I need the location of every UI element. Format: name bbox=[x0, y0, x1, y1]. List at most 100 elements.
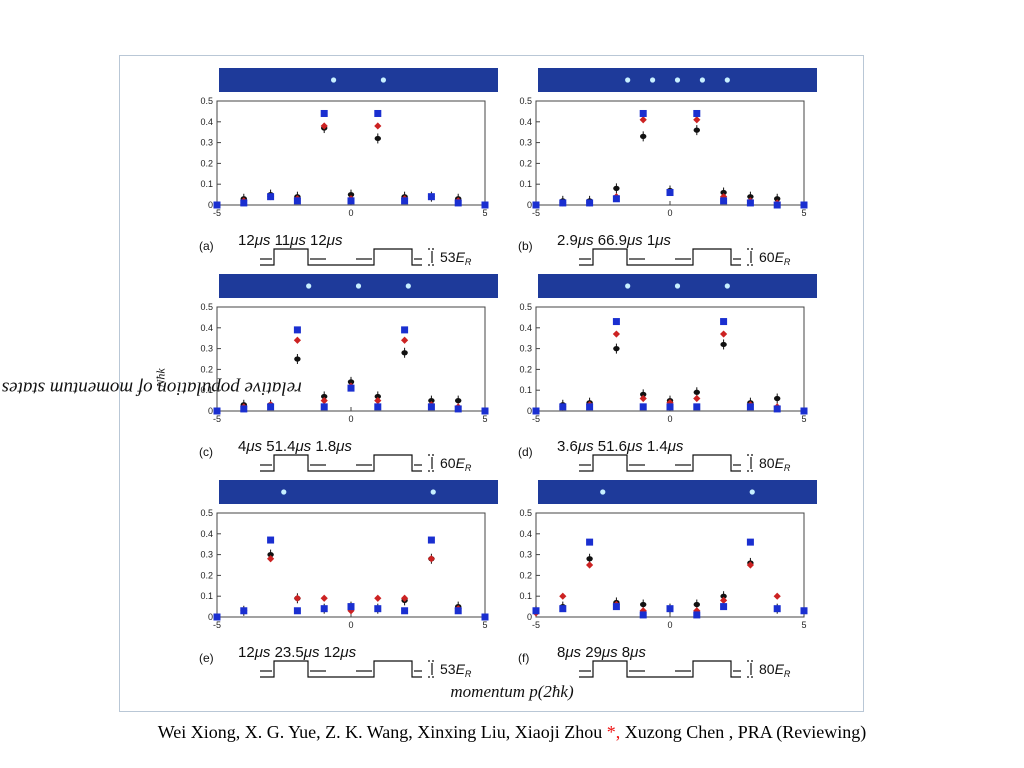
y-tick-label: 0.5 bbox=[200, 508, 213, 518]
data-point-circle bbox=[693, 127, 700, 133]
data-point-circle bbox=[428, 398, 435, 404]
absorption-spot bbox=[281, 489, 287, 495]
pulse-duration-2: 1.8 bbox=[311, 438, 336, 455]
pulse-waveform bbox=[579, 660, 741, 678]
pulse-diagram bbox=[260, 660, 436, 678]
data-point-square bbox=[240, 607, 248, 615]
pulse-waveform bbox=[260, 660, 422, 678]
data-point-diamond bbox=[374, 397, 382, 405]
absorption-spot bbox=[649, 77, 656, 83]
energy-unit: E bbox=[456, 249, 466, 265]
panel-label: (e) bbox=[199, 651, 214, 665]
y-tick-label: 0.2 bbox=[200, 158, 213, 168]
footer-authors: Wei Xiong, X. G. Yue, Z. K. Wang, Xinxin… bbox=[157, 722, 607, 742]
data-point-square bbox=[374, 109, 382, 117]
panel-label: (a) bbox=[199, 239, 214, 253]
data-point-square bbox=[267, 193, 275, 201]
y-tick-label: 0.4 bbox=[519, 529, 532, 539]
panel-svg: 00.10.20.30.40.5-5 0 5(d) 3.6μs 51.6μs 1.4μ… bbox=[518, 274, 817, 473]
y-tick-label: 0.4 bbox=[519, 117, 532, 127]
plot-area bbox=[535, 306, 805, 412]
data-point-diamond bbox=[293, 336, 301, 344]
energy-unit-subscript: R bbox=[784, 669, 791, 679]
absorption-spot bbox=[625, 77, 631, 83]
data-point-square bbox=[746, 403, 754, 411]
pulse-timing-label: 3.6μs 51.6μs 1.4μs bbox=[557, 438, 684, 455]
panel-label: (b) bbox=[518, 239, 533, 253]
y-tick-label: 0.2 bbox=[200, 364, 213, 374]
data-point-diamond bbox=[639, 394, 647, 403]
panel-label: (c) bbox=[199, 445, 213, 459]
time-unit: μs bbox=[339, 644, 356, 661]
pulse-timing-label: 4μs 51.4μs 1.8μs bbox=[238, 438, 352, 455]
time-unit: μs bbox=[254, 644, 271, 661]
panel-label: (d) bbox=[518, 445, 533, 459]
panel-svg: 00.10.20.30.40.5-5 0 5(e) 12μs 23.5μs 12μs5… bbox=[199, 480, 498, 679]
data-point-square bbox=[454, 607, 462, 615]
y-tick-label: 0.1 bbox=[200, 591, 213, 601]
data-point-square bbox=[800, 407, 808, 415]
absorption-spot bbox=[699, 77, 706, 83]
data-point-square bbox=[720, 197, 728, 205]
pulse-diagram bbox=[579, 454, 755, 472]
data-point-circle bbox=[586, 556, 593, 562]
data-point-diamond bbox=[320, 594, 328, 602]
data-point-circle bbox=[640, 133, 647, 139]
pulse-duration-1: 3.6 bbox=[557, 438, 578, 455]
x-tick-label: -5 bbox=[213, 414, 221, 424]
pulse-timing-label: 12μs 11μs 12μs bbox=[238, 232, 343, 249]
data-point-square bbox=[320, 605, 328, 613]
data-point-square bbox=[427, 403, 435, 411]
absorption-image bbox=[538, 480, 817, 504]
pulse-timing-label: 12μs 23.5μs 12μs bbox=[238, 644, 357, 661]
y-tick-label: 0.4 bbox=[200, 323, 213, 333]
lattice-depth-label: 53ER bbox=[440, 249, 472, 267]
y-tick-label: 0 bbox=[208, 612, 213, 622]
y-tick-label: 0.3 bbox=[200, 138, 213, 148]
panel-e: 0 0.1 0.2 0.3 0.4 0.5 -5 0 5 (e) 12μs 23.5μs 12μs 5… bbox=[190, 477, 505, 688]
data-point-square bbox=[773, 201, 781, 209]
pulse-gap: 51.4 bbox=[262, 438, 295, 455]
time-unit: μs bbox=[601, 644, 618, 661]
panel-b: 0 0.1 0.2 0.3 0.4 0.5 -5 0 5 (b) 2.9μs 66.9μs 1μs 6… bbox=[509, 65, 824, 276]
pulse-duration-1: 12 bbox=[238, 232, 255, 249]
data-point-diamond bbox=[401, 594, 409, 602]
lattice-depth-label: 80ER bbox=[759, 455, 791, 473]
data-point-square bbox=[347, 603, 355, 611]
x-tick-label: 5 bbox=[801, 414, 806, 424]
absorption-spot bbox=[355, 283, 362, 289]
absorption-spot bbox=[306, 283, 312, 289]
absorption-spot bbox=[600, 489, 606, 495]
data-point-square bbox=[773, 405, 781, 413]
data-point-circle bbox=[294, 356, 301, 362]
pulse-diagram bbox=[260, 454, 436, 472]
data-point-square bbox=[213, 613, 221, 621]
energy-unit-subscript: R bbox=[784, 463, 791, 473]
data-point-square bbox=[559, 199, 567, 207]
plot-area bbox=[216, 306, 486, 412]
data-point-square bbox=[481, 407, 489, 415]
data-point-circle bbox=[747, 194, 754, 200]
x-tick-label: 0 bbox=[667, 414, 672, 424]
time-unit: μs bbox=[626, 232, 643, 249]
time-unit: μs bbox=[564, 644, 581, 661]
time-unit: μs bbox=[294, 438, 311, 455]
time-unit: μs bbox=[667, 438, 684, 455]
data-point-square bbox=[213, 407, 221, 415]
x-tick-label: 0 bbox=[667, 620, 672, 630]
x-tick-label: 5 bbox=[801, 208, 806, 218]
data-point-circle bbox=[774, 395, 781, 402]
data-point-diamond bbox=[267, 555, 275, 563]
panel-a: 0 0.1 0.2 0.3 0.4 0.5 -5 0 5 (a) 12μs 11μs 12μs 53E… bbox=[190, 65, 505, 276]
panel-svg: 00.10.20.30.40.5-5 0 5(c) 4μs 51.4μs 1.8μs6… bbox=[199, 274, 498, 473]
energy-unit-subscript: R bbox=[465, 257, 472, 267]
data-point-circle bbox=[374, 135, 381, 142]
pulse-gap: 23.5 bbox=[270, 644, 303, 661]
time-unit: μs bbox=[303, 644, 320, 661]
data-point-square bbox=[720, 603, 728, 611]
footer-citation: Wei Xiong, X. G. Yue, Z. K. Wang, Xinxin… bbox=[0, 722, 1024, 743]
data-point-square bbox=[454, 405, 462, 413]
data-point-diamond bbox=[639, 116, 647, 124]
pulse-duration-2: 8 bbox=[618, 644, 631, 661]
lattice-depth-label: 60ER bbox=[440, 455, 472, 473]
